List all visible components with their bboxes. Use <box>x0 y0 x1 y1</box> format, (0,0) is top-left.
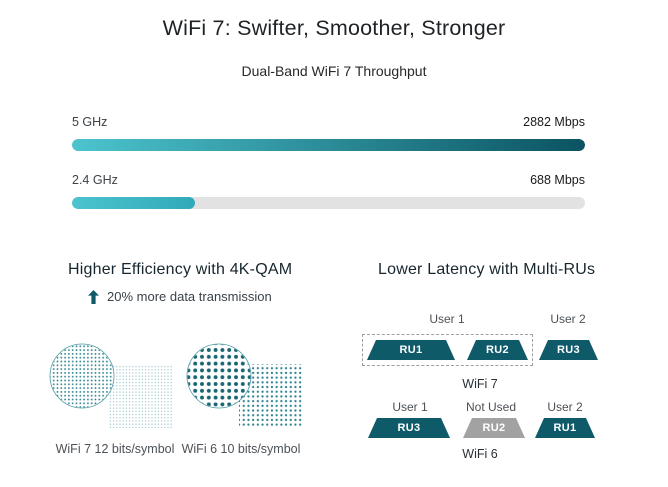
wifi6-user2-label: User 2 <box>547 400 583 414</box>
wifi6-ru3-block: RU3 <box>368 418 450 438</box>
wifi6-ru1-block: RU1 <box>535 418 595 438</box>
throughput-subtitle: Dual-Band WiFi 7 Throughput <box>241 63 427 79</box>
wifi7-dot-grid <box>109 364 173 428</box>
wifi6-diagram-caption: WiFi 6 <box>462 447 498 461</box>
page-title: WiFi 7: Swifter, Smoother, Stronger <box>162 16 506 40</box>
efficiency-benefit-text: 20% more data transmission <box>107 289 272 304</box>
efficiency-benefit: 20% more data transmission <box>88 289 272 304</box>
wifi6-constellation-graphic <box>186 343 303 428</box>
bar-row-24ghz: 2.4 GHz 688 Mbps <box>72 173 585 209</box>
wifi6-notused-label: Not Used <box>465 400 517 414</box>
bar-fill-5ghz <box>72 139 585 151</box>
wifi6-bits-caption: WiFi 6 10 bits/symbol <box>181 442 301 456</box>
wifi7-user1-label: User 1 <box>429 312 465 326</box>
wifi7-ru1-block: RU1 <box>367 340 455 360</box>
bar-fill-24ghz <box>72 197 195 209</box>
bar-track-24ghz <box>72 197 585 209</box>
wifi7-diagram-caption: WiFi 7 <box>462 377 498 391</box>
efficiency-heading: Higher Efficiency with 4K-QAM <box>68 261 293 278</box>
value-label-5ghz: 2882 Mbps <box>523 115 585 129</box>
wifi7-bits-caption: WiFi 7 12 bits/symbol <box>55 442 175 456</box>
latency-heading: Lower Latency with Multi-RUs <box>378 261 596 278</box>
band-label-5ghz: 5 GHz <box>72 115 108 129</box>
wifi6-user1-label: User 1 <box>392 400 428 414</box>
wifi6-ru2-unused-block: RU2 <box>463 418 525 438</box>
wifi7-ru2-block: RU2 <box>467 340 528 360</box>
value-label-24ghz: 688 Mbps <box>530 173 585 187</box>
wifi7-constellation-graphic <box>49 343 173 428</box>
bar-track-5ghz <box>72 139 585 151</box>
wifi7-multi-ru-group-box <box>362 334 533 366</box>
band-label-24ghz: 2.4 GHz <box>72 173 118 187</box>
bar-row-5ghz: 5 GHz 2882 Mbps <box>72 115 585 151</box>
up-arrow-icon <box>88 289 99 304</box>
wifi7-ru3-block: RU3 <box>539 340 598 360</box>
wifi7-user2-label: User 2 <box>550 312 586 326</box>
